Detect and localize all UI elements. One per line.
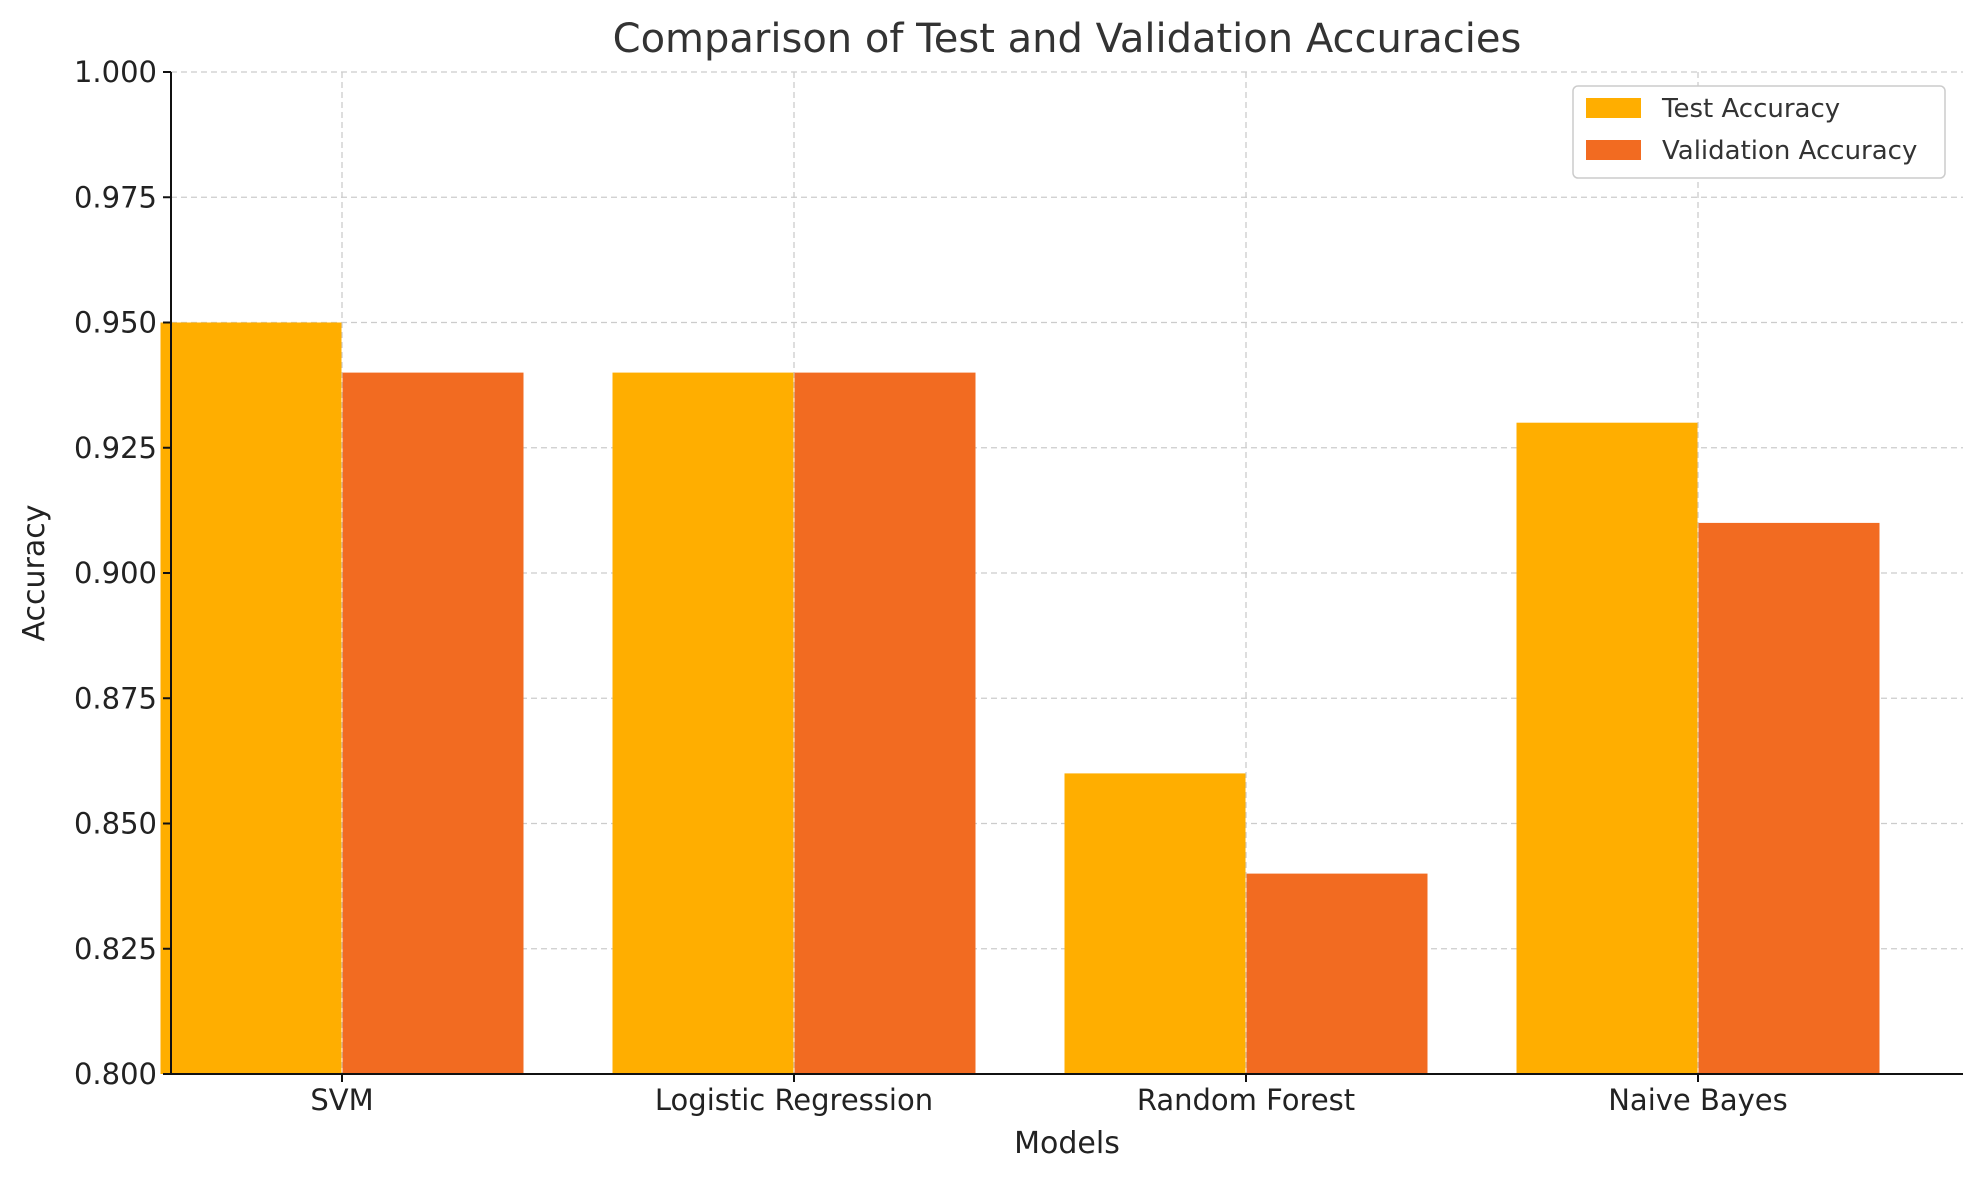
- legend-swatch-test-accuracy: [1586, 98, 1641, 118]
- x-tick-label: Logistic Regression: [655, 1083, 933, 1117]
- x-tick-label: Random Forest: [1137, 1083, 1355, 1117]
- x-tick-label: SVM: [310, 1083, 373, 1117]
- y-tick-label: 0.825: [74, 932, 157, 966]
- y-tick-label: 0.800: [74, 1057, 157, 1091]
- legend-label-validation-accuracy: Validation Accuracy: [1662, 136, 1917, 166]
- bar-test-accuracy: [1516, 422, 1698, 1074]
- legend-swatch-validation-accuracy: [1586, 140, 1641, 160]
- y-tick-label: 0.975: [74, 180, 157, 214]
- bar-test-accuracy: [1064, 773, 1246, 1074]
- bar-validation-accuracy: [1698, 522, 1880, 1074]
- chart-title: Comparison of Test and Validation Accura…: [613, 16, 1522, 62]
- legend-label-test-accuracy: Test Accuracy: [1661, 94, 1840, 124]
- bar-test-accuracy: [160, 322, 342, 1074]
- y-tick-label: 0.950: [74, 306, 157, 340]
- y-tick-label: 0.900: [74, 556, 157, 590]
- bar-validation-accuracy: [1246, 873, 1428, 1074]
- y-tick-label: 0.875: [74, 681, 157, 715]
- y-tick-label: 0.925: [74, 431, 157, 465]
- y-axis-label: Accuracy: [17, 505, 52, 642]
- bar-layer: [160, 322, 1880, 1075]
- y-tick-label: 1.000: [74, 55, 157, 89]
- legend: Test Accuracy Validation Accuracy: [1572, 85, 1946, 179]
- y-tick-label: 0.850: [74, 807, 157, 841]
- bar-validation-accuracy: [794, 372, 976, 1075]
- legend-frame: [1572, 85, 1946, 179]
- x-tick-label: Naive Bayes: [1608, 1083, 1788, 1117]
- bar-validation-accuracy: [342, 372, 524, 1075]
- tick-layer: 0.800 0.825 0.850 0.875 0.900 0.925 0.950 0.975…: [74, 55, 1788, 1117]
- x-axis-label: Models: [1014, 1126, 1120, 1161]
- bar-test-accuracy: [612, 372, 794, 1075]
